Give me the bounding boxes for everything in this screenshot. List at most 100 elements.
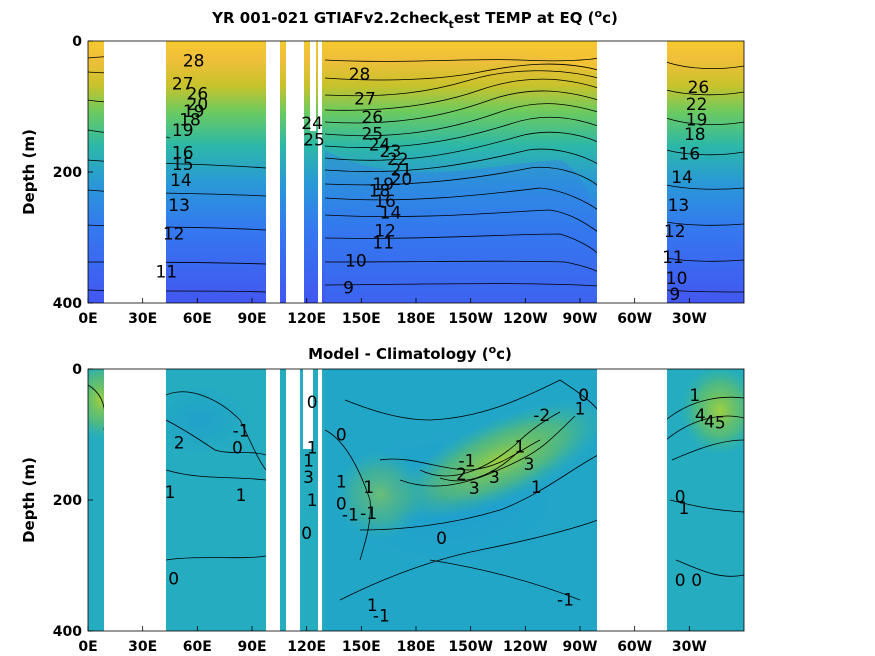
bottom-pos-tongue xyxy=(393,400,607,520)
bottom-contour-label: 4 xyxy=(695,406,706,426)
top-contour-label: 25 xyxy=(361,124,383,144)
bottom-contour-label: 2 xyxy=(174,433,185,453)
top-x-tick-label: 90E xyxy=(237,311,266,327)
bottom-x-ticks: 0E 30E 60E 90E 120E 150E 180E 150W 120W 90W 60W 30W xyxy=(78,626,707,655)
bottom-contour-label: 1 xyxy=(165,483,176,503)
bottom-contour-label: 0 xyxy=(675,571,686,591)
top-contour-label: 27 xyxy=(172,75,194,95)
top-x-tick-label: 180E xyxy=(397,311,436,327)
bottom-ylabel: Depth (m) xyxy=(20,457,38,543)
bottom-contour-label: -1 xyxy=(557,591,574,611)
top-contour-label: 9 xyxy=(669,285,680,305)
bottom-x-tick-label: 30E xyxy=(128,639,157,655)
bottom-x-tick-label: 60W xyxy=(617,639,652,655)
bottom-y-tick-label: 200 xyxy=(53,493,82,509)
top-land-gaps xyxy=(104,41,667,303)
bottom-land-gaps xyxy=(104,369,667,631)
top-contour-label: 26 xyxy=(187,84,209,104)
top-contour-label: 28 xyxy=(349,65,371,85)
bottom-contour-label: 0 xyxy=(336,426,347,446)
bottom-contour-label: -1 xyxy=(342,505,359,525)
bottom-x-tick-label: 150E xyxy=(342,639,381,655)
bottom-contour-label: 1 xyxy=(367,596,378,616)
top-contour-label: 18 xyxy=(684,125,706,145)
bottom-contours xyxy=(88,379,744,601)
bottom-x-tick-label: 90W xyxy=(563,639,598,655)
top-contour-label: 26 xyxy=(688,78,710,98)
bottom-contour-label: 1 xyxy=(336,473,347,493)
bottom-contour-label: 1 xyxy=(575,399,586,419)
top-contour-label: 25 xyxy=(303,130,325,150)
bottom-contour-label: 2 xyxy=(456,465,467,485)
top-contour-label: 24 xyxy=(301,114,323,134)
bottom-contour-label: 1 xyxy=(236,486,247,506)
bottom-x-tick-label: 120W xyxy=(503,639,548,655)
top-x-tick-label: 30W xyxy=(672,311,707,327)
bottom-contour-label: -1 xyxy=(233,422,250,442)
bottom-pos-atlantic xyxy=(680,369,744,455)
top-contour-label: 27 xyxy=(354,90,376,110)
bottom-contour-label: 1 xyxy=(689,386,700,406)
top-contour-label: 28 xyxy=(183,52,205,72)
top-contour-label: 19 xyxy=(686,111,708,131)
top-contour-label: 11 xyxy=(156,263,178,283)
top-contour-label: 14 xyxy=(671,168,693,188)
top-cold-east xyxy=(325,150,600,303)
top-x-tick-label: 120E xyxy=(287,311,326,327)
bottom-contour-label: 1 xyxy=(303,452,314,472)
bottom-contour-label: 1 xyxy=(678,499,689,519)
top-contour-labels: 2827262019181916151413121128272625242322… xyxy=(156,52,710,305)
top-plot-area: 2827262019181916151413121128272625242322… xyxy=(88,41,744,305)
top-x-tick-label: 90W xyxy=(563,311,598,327)
top-contour-label: 23 xyxy=(380,142,402,162)
top-warm-pool xyxy=(330,41,600,75)
top-y-tick-label: 200 xyxy=(53,165,82,181)
bottom-contour-label: 1 xyxy=(363,478,374,498)
top-contour-label: 18 xyxy=(179,111,201,131)
bottom-x-tick-label: 60E xyxy=(183,639,212,655)
top-y-ticks: 0 200 400 xyxy=(53,34,93,312)
top-contour-label: 9 xyxy=(343,278,354,298)
top-x-tick-label: 60E xyxy=(183,311,212,327)
bottom-contour-label: 1 xyxy=(307,439,318,459)
bottom-contour-label: -1 xyxy=(459,452,476,472)
bottom-y-tick-label: 400 xyxy=(53,624,82,640)
bottom-plot-area: 2-101 1000113110-11-10-1-20112333101-1-11… xyxy=(88,369,744,631)
bottom-x-tick-label: 90E xyxy=(237,639,266,655)
top-y-tick-label: 0 xyxy=(72,34,82,50)
top-contour-label: 13 xyxy=(168,196,190,216)
bottom-y-ticks: 0 200 400 xyxy=(53,362,93,640)
top-contour-label: 19 xyxy=(172,121,194,141)
bottom-title: Model - Climatology (oc) xyxy=(308,343,512,363)
bottom-contour-label: 5 xyxy=(715,414,726,434)
bottom-contour-label: 0 xyxy=(436,529,447,549)
bottom-contour-label: -2 xyxy=(533,406,550,426)
top-contour-label: 16 xyxy=(679,145,701,165)
top-x-tick-label: 0E xyxy=(78,311,97,327)
top-contour-label: 13 xyxy=(668,196,690,216)
bottom-contour-label: 0 xyxy=(675,488,686,508)
top-contour-label: 18 xyxy=(369,181,391,201)
bottom-contour-labels: 2-101 1000113110-11-10-1-20112333101-1-11… xyxy=(165,386,726,626)
top-x-tick-label: 150E xyxy=(342,311,381,327)
top-x-tick-label: 60W xyxy=(617,311,652,327)
bottom-x-tick-label: 180E xyxy=(397,639,436,655)
bottom-contour-label: 0 xyxy=(691,571,702,591)
top-title: YR 001-021 GTIAFv2.2checktest TEMP at EQ… xyxy=(211,7,618,31)
top-contour-label: 12 xyxy=(374,221,396,241)
bottom-contour-label: 3 xyxy=(524,455,535,475)
top-contour-label: 12 xyxy=(163,225,185,245)
bottom-x-tick-label: 120E xyxy=(287,639,326,655)
bottom-contour-label: 1 xyxy=(514,437,525,457)
bottom-contour-label: 0 xyxy=(307,393,318,413)
top-panel: YR 001-021 GTIAFv2.2checktest TEMP at EQ… xyxy=(20,7,745,327)
top-x-ticks: 0E 30E 60E 90E 120E 150E 180E 150W 120W 90W 60W 30W xyxy=(78,298,707,327)
top-contour-label: 22 xyxy=(387,150,409,170)
top-contour-label: 20 xyxy=(391,170,413,190)
bottom-neg-io xyxy=(150,385,250,455)
bottom-contour-label: -1 xyxy=(360,504,377,524)
top-contour-label: 14 xyxy=(380,204,402,224)
top-contour-label: 14 xyxy=(170,171,192,191)
bottom-contour-label: 3 xyxy=(469,479,480,499)
top-contour-label: 11 xyxy=(662,248,684,268)
